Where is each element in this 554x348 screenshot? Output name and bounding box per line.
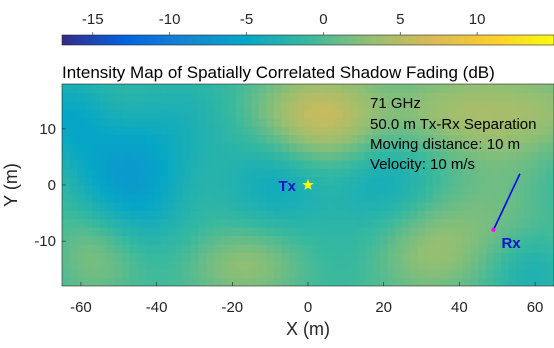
rx-trajectory-line (492, 173, 521, 231)
colorbar-tick-label: -15 (82, 11, 104, 28)
markers: Tx Rx (278, 173, 521, 252)
annotation-velocity: Velocity: 10 m/s (370, 156, 475, 173)
x-tick-label: -60 (70, 299, 92, 316)
x-tick-label: -20 (221, 299, 243, 316)
annotation-moving-distance: Moving distance: 10 m (370, 136, 520, 153)
rx-start-marker (491, 227, 496, 232)
colorbar-tick-label: 0 (319, 11, 327, 28)
annotation-separation: 50.0 m Tx-Rx Separation (370, 116, 536, 133)
rx-label: Rx (501, 235, 521, 252)
colorbar-bar (61, 34, 554, 46)
chart-title: Intensity Map of Spatially Correlated Sh… (62, 63, 495, 82)
y-tick-label: -10 (34, 233, 56, 250)
colorbar-tick-label: -5 (240, 11, 253, 28)
x-tick-label: 20 (375, 299, 392, 316)
x-axis-ticks: -60 -40 -20 0 20 40 60 (70, 282, 543, 316)
annotation-block: 71 GHz 50.0 m Tx-Rx Separation Moving di… (370, 95, 536, 173)
annotation-frequency: 71 GHz (370, 95, 421, 112)
x-tick-label: 0 (304, 299, 312, 316)
y-axis-ticks: 10 0 -10 (34, 121, 66, 250)
x-tick-label: 40 (451, 299, 468, 316)
tx-label: Tx (278, 178, 296, 195)
y-tick-label: 10 (39, 121, 56, 138)
tx-star-marker (302, 179, 314, 190)
x-tick-label: -40 (146, 299, 168, 316)
x-tick-label: 60 (527, 299, 544, 316)
colorbar-tick-label: 10 (469, 11, 486, 28)
x-axis-label: X (m) (286, 319, 330, 339)
colorbar: -15 -10 -5 0 5 10 (61, 11, 554, 46)
colorbar-tick-label: -10 (159, 11, 181, 28)
colorbar-ticks: -15 -10 -5 0 5 10 (82, 11, 486, 35)
y-axis-label: Y (m) (1, 163, 21, 207)
y-tick-label: 0 (48, 177, 56, 194)
heatmap-field (62, 84, 554, 286)
colorbar-tick-label: 5 (396, 11, 404, 28)
